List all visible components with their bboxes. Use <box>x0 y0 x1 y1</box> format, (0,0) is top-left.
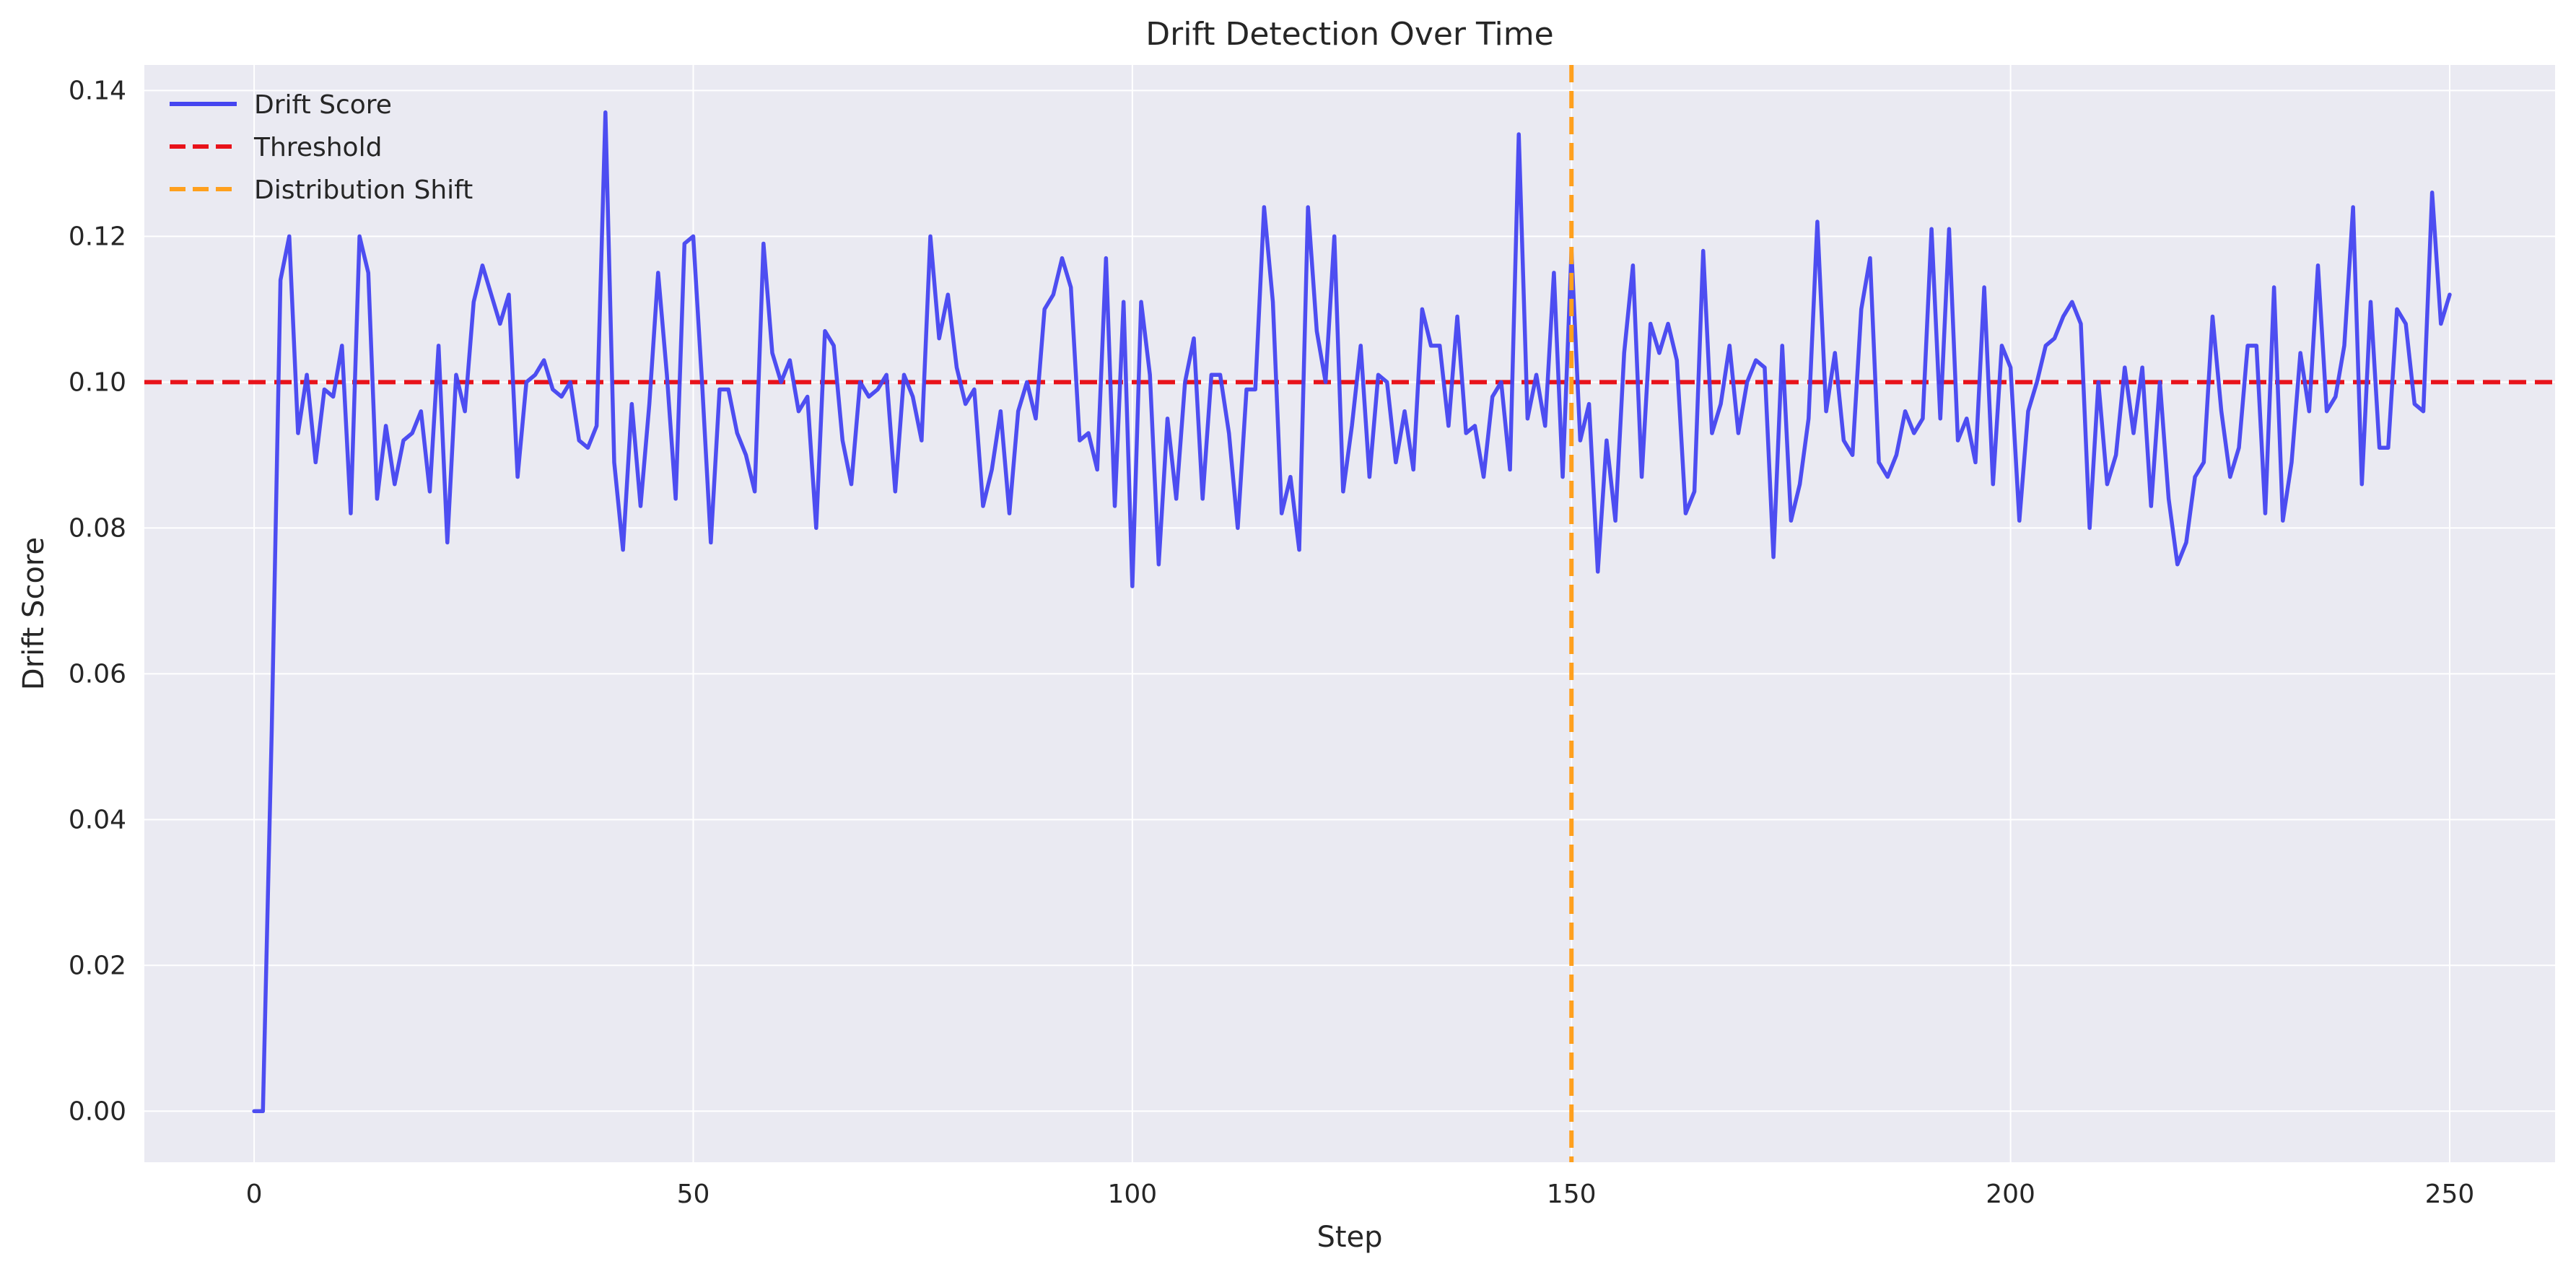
x-tick-label: 250 <box>2425 1180 2475 1209</box>
x-tick-label: 0 <box>246 1180 263 1209</box>
series-layer <box>252 110 2452 1114</box>
x-axis-label: Step <box>1317 1221 1382 1254</box>
y-tick-label: 0.08 <box>69 513 126 543</box>
y-tick-label: 0.02 <box>69 951 126 980</box>
x-tick-label: 100 <box>1107 1180 1157 1209</box>
y-tick-label: 0.10 <box>69 367 126 397</box>
y-tick-label: 0.14 <box>69 76 126 105</box>
legend-label-distribution-shift: Distribution Shift <box>254 175 473 205</box>
drift-score-line <box>252 110 2452 1114</box>
y-tick-label: 0.12 <box>69 222 126 251</box>
x-tick-label: 200 <box>1986 1180 2035 1209</box>
legend-label-drift-score: Drift Score <box>254 90 392 120</box>
legend: Drift Score Threshold Distribution Shift <box>170 90 473 205</box>
x-tick-label: 150 <box>1547 1180 1597 1209</box>
tick-labels: 0 50 100 150 200 250 0.00 0.02 0.04 0.06 0.08 0.10 0… <box>69 76 2475 1209</box>
y-tick-label: 0.06 <box>69 659 126 689</box>
legend-label-threshold: Threshold <box>253 133 382 162</box>
chart-title: Drift Detection Over Time <box>1145 16 1553 53</box>
x-tick-label: 50 <box>677 1180 710 1209</box>
plot-background <box>144 65 2555 1162</box>
y-tick-label: 0.00 <box>69 1097 126 1126</box>
y-axis-label: Drift Score <box>17 537 51 690</box>
y-tick-label: 0.04 <box>69 805 126 834</box>
